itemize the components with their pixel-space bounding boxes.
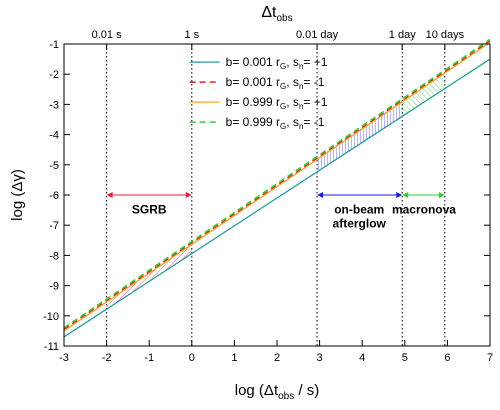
x-axis: -3 -2 -1 0 1 2 3 4 5 6 7 — [59, 340, 493, 364]
x-tick-label: -2 — [102, 352, 112, 364]
y-tick-label: -6 — [49, 190, 59, 202]
series-line — [63, 58, 491, 338]
y-tick-label: -2 — [49, 69, 59, 81]
arrow-head-right — [396, 192, 403, 198]
region-label: on-beam — [334, 203, 384, 217]
region-label: SGRB — [132, 203, 167, 217]
legend-label: b= 0.001 rG, sn= -1 — [226, 75, 325, 91]
arrow-head-left — [317, 192, 324, 198]
y-tick-label: -1 — [49, 39, 59, 51]
series-line — [63, 38, 491, 329]
arrow-head-right — [185, 192, 192, 198]
top-tick-label: 1 day — [389, 29, 416, 41]
shaded-region-macronova — [402, 71, 445, 117]
legend-label: b= 0.999 rG, sn= -1 — [226, 115, 325, 131]
legend-label: b= 0.999 rG, sn= +1 — [226, 95, 328, 111]
series-line — [63, 40, 491, 331]
x-tick-label: 1 — [231, 352, 237, 364]
region-label: macronova — [392, 203, 456, 217]
x-tick-label: -1 — [144, 352, 154, 364]
y-tick-label: -3 — [49, 99, 59, 111]
x-tick-label: 2 — [274, 352, 280, 364]
x-tick-label: -3 — [59, 352, 69, 364]
y-axis: -11 -10 -9 -8 -7 -6 -5 -4 -3 -2 -1 — [43, 39, 490, 353]
x-tick-label: 7 — [487, 352, 493, 364]
arrow-head-left — [402, 192, 409, 198]
region-label: afterglow — [333, 217, 387, 231]
top-tick-label: 0.01 s — [92, 29, 122, 41]
top-tick-label: 10 days — [426, 29, 465, 41]
series-lines — [63, 38, 491, 338]
shaded-region-on-beam — [317, 100, 403, 172]
x-tick-label: 0 — [189, 352, 195, 364]
y-axis-label: log (Δγ) — [9, 169, 26, 221]
top-tick-label: 0.01 day — [296, 29, 339, 41]
arrow-head-right — [438, 192, 445, 198]
x-tick-label: 3 — [317, 352, 323, 364]
x-tick-label: 6 — [444, 352, 450, 364]
legend: b= 0.001 rG, sn= +1 b= 0.001 rG, sn= -1 b=… — [189, 55, 328, 131]
y-tick-label: -5 — [49, 160, 59, 172]
y-tick-label: -9 — [49, 281, 59, 293]
top-tick-label: 1 s — [184, 29, 199, 41]
y-tick-label: -10 — [43, 311, 59, 323]
y-tick-label: -11 — [44, 341, 59, 353]
x-tick-label: 4 — [359, 352, 365, 364]
y-tick-label: -8 — [49, 250, 59, 262]
x-tick-label: 5 — [402, 352, 408, 364]
series-line — [63, 41, 491, 332]
top-axis: 0.01 s 1 s 0.01 day 1 day 10 days — [92, 29, 465, 50]
y-tick-label: -4 — [49, 130, 59, 142]
arrow-head-left — [106, 192, 113, 198]
x-axis-label: log (Δtobs / s) — [235, 382, 320, 402]
legend-label: b= 0.001 rG, sn= +1 — [226, 55, 328, 71]
y-tick-label: -7 — [49, 220, 59, 232]
top-axis-label: Δtobs — [261, 4, 292, 24]
